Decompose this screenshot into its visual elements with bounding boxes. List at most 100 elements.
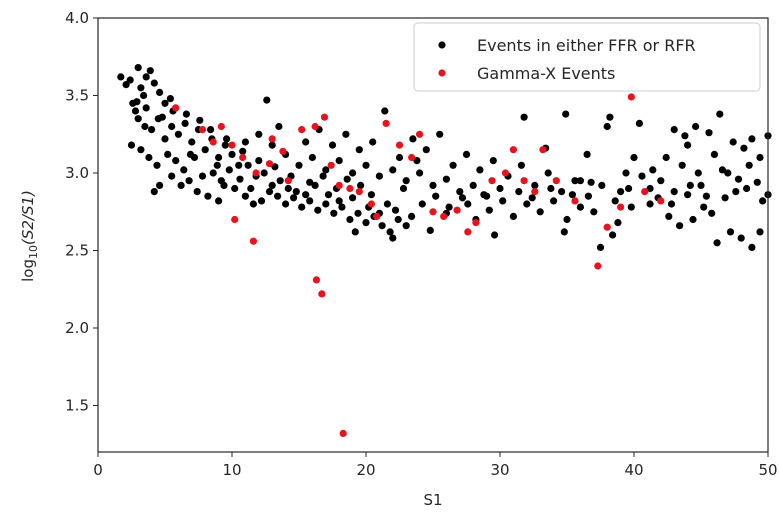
data-point-black [127, 141, 136, 149]
data-point-red [429, 208, 437, 216]
data-point-black [322, 166, 330, 174]
data-point-black [228, 150, 236, 158]
y-tick-label: 3.0 [65, 164, 89, 182]
data-point-black [265, 188, 274, 196]
data-point-black [614, 219, 622, 227]
data-point-black [399, 184, 408, 193]
series-events-either-ffr-rfr [117, 64, 772, 251]
data-point-black [402, 222, 410, 230]
data-point-black [150, 188, 158, 196]
data-point-black [753, 178, 761, 186]
data-point-black [584, 192, 593, 200]
data-point-black [692, 122, 700, 131]
data-point-black [306, 178, 314, 186]
data-point-black [314, 206, 322, 214]
data-point-red [488, 177, 496, 185]
data-point-black [343, 175, 351, 183]
y-tick-label: 2.5 [65, 242, 89, 260]
data-point-black [710, 150, 719, 158]
data-point-black [349, 194, 357, 202]
data-point-black [667, 200, 676, 208]
data-point-red [373, 212, 381, 220]
data-point-red [249, 237, 257, 245]
data-point-black [241, 138, 249, 146]
data-point-black [721, 194, 729, 202]
data-point-black [678, 161, 686, 169]
data-point-red [268, 135, 276, 143]
data-point-black [700, 203, 708, 211]
data-point-black [231, 184, 239, 193]
data-point-black [330, 209, 338, 217]
data-point-black [587, 178, 595, 186]
data-point-black [611, 197, 619, 205]
data-point-black [153, 161, 161, 169]
data-point-black [338, 203, 346, 211]
data-point-red [509, 146, 517, 154]
data-point-black [346, 215, 354, 224]
data-point-red [312, 276, 320, 284]
data-point-red [279, 147, 287, 155]
data-point-black [456, 188, 464, 196]
legend-box [413, 22, 761, 92]
data-point-red [464, 228, 472, 236]
data-point-black [142, 104, 150, 112]
data-points [117, 64, 772, 437]
data-point-red [228, 141, 236, 149]
data-point-black [445, 203, 453, 211]
data-point-black [181, 119, 189, 127]
data-point-black [705, 129, 713, 137]
data-point-black [166, 95, 174, 103]
data-point-black [204, 192, 212, 200]
data-point-black [426, 226, 434, 234]
data-point-black [745, 161, 753, 169]
data-point-black [662, 153, 670, 162]
data-point-black [174, 130, 182, 138]
data-point-black [383, 200, 391, 208]
data-point-black [509, 212, 517, 220]
data-point-black [544, 169, 552, 177]
data-point-black [354, 209, 362, 217]
data-point-black [646, 200, 654, 208]
data-point-black [684, 191, 692, 199]
data-point-black [284, 184, 292, 193]
data-point-black [409, 135, 417, 143]
data-point-black [598, 181, 606, 189]
data-point-black [158, 113, 166, 121]
data-point-black [367, 191, 375, 199]
data-point-black [536, 208, 544, 216]
data-point-black [161, 99, 169, 107]
data-point-black [168, 172, 176, 180]
data-point-black [193, 188, 201, 196]
data-point-black [235, 161, 243, 169]
data-point-red [320, 113, 329, 121]
data-point-black [576, 203, 585, 211]
data-point-black [499, 197, 507, 205]
data-point-black [547, 184, 555, 193]
data-point-black [517, 161, 526, 169]
data-point-black [295, 161, 303, 169]
data-point-black [292, 188, 300, 196]
data-point-red [603, 223, 611, 231]
data-point-black [716, 110, 724, 118]
data-point-black [386, 228, 394, 236]
x-tick-label: 40 [624, 461, 643, 479]
data-point-black [249, 200, 257, 208]
data-point-black [161, 135, 169, 143]
data-point-black [362, 161, 370, 169]
data-point-black [381, 107, 389, 115]
data-point-black [531, 181, 539, 189]
data-point-black [362, 219, 370, 227]
data-point-black [137, 84, 145, 92]
data-point-red [539, 146, 547, 154]
data-point-black [684, 141, 692, 149]
data-point-black [122, 81, 130, 89]
data-point-black [263, 96, 271, 104]
data-point-black [209, 169, 217, 177]
data-point-black [630, 153, 638, 162]
data-point-red [217, 122, 225, 131]
data-point-red [252, 169, 260, 177]
data-point-black [734, 175, 743, 183]
data-point-black [257, 197, 266, 205]
data-point-red [531, 188, 539, 196]
data-point-red [501, 169, 509, 177]
